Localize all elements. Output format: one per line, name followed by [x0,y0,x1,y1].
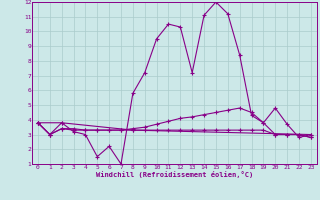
X-axis label: Windchill (Refroidissement éolien,°C): Windchill (Refroidissement éolien,°C) [96,171,253,178]
